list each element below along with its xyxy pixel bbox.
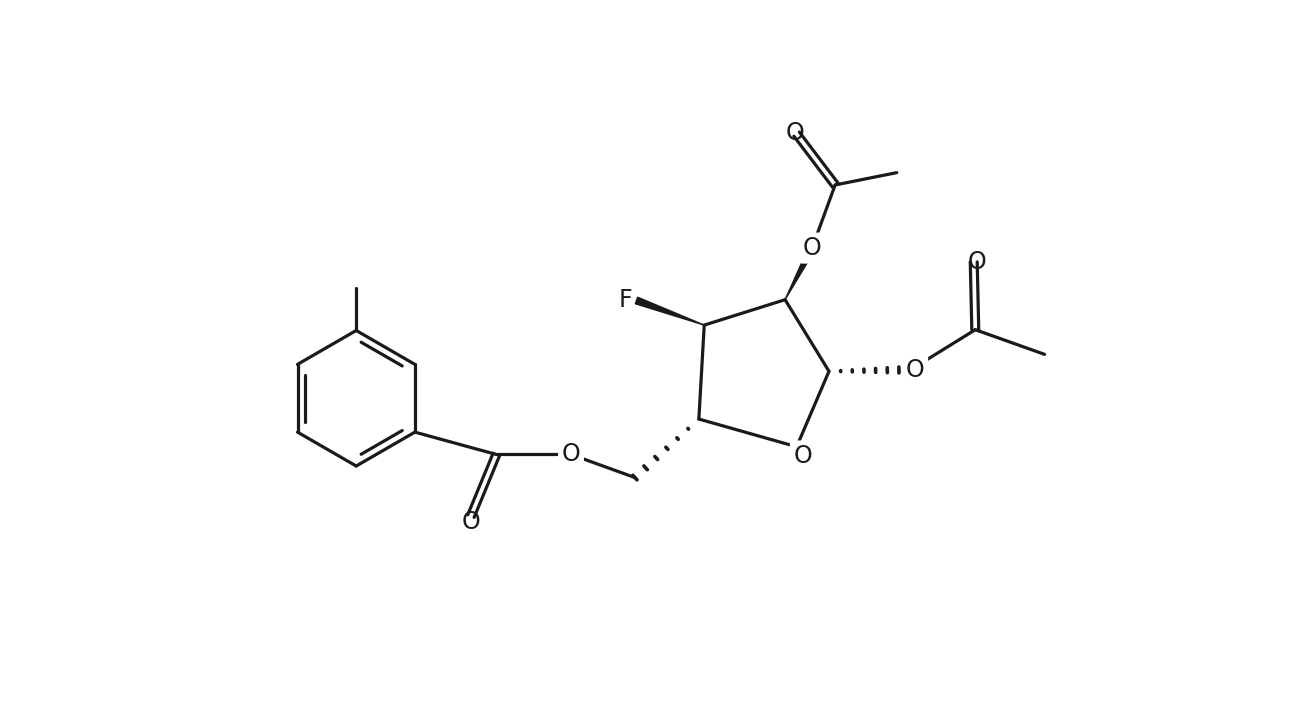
Polygon shape — [785, 246, 815, 300]
Text: O: O — [802, 236, 822, 260]
Polygon shape — [635, 297, 704, 325]
Text: O: O — [461, 510, 481, 534]
Text: F: F — [619, 289, 632, 312]
Text: O: O — [561, 443, 581, 467]
Text: O: O — [967, 250, 986, 274]
Text: O: O — [906, 358, 924, 382]
Text: O: O — [793, 444, 813, 468]
Text: O: O — [785, 120, 805, 145]
